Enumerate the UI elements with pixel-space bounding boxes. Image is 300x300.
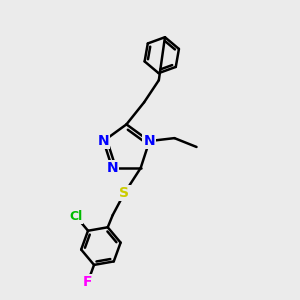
Text: S: S	[119, 186, 129, 200]
Text: N: N	[106, 161, 118, 175]
Text: F: F	[83, 275, 92, 289]
Text: N: N	[98, 134, 109, 148]
Text: Cl: Cl	[69, 210, 82, 223]
Text: N: N	[144, 134, 155, 148]
